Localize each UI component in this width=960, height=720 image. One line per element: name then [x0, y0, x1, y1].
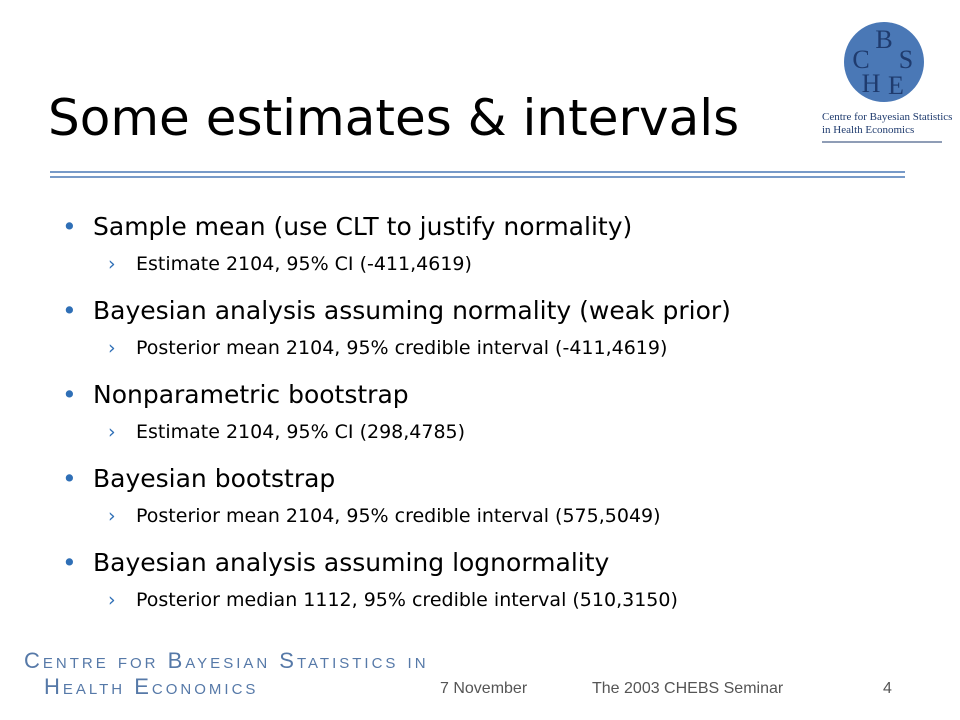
footer-logo: Centre for Bayesian Statistics in: [24, 648, 429, 673]
logo-letter: E: [888, 71, 904, 100]
page-number: 4: [883, 680, 892, 697]
logo-caption: in Health Economics: [822, 124, 915, 136]
bullet-marker: •: [62, 380, 77, 409]
bullet-marker: ›: [108, 337, 116, 359]
bullet-text: Nonparametric bootstrap: [93, 380, 409, 409]
bullet-text: Posterior mean 2104, 95% credible interv…: [136, 505, 661, 527]
logo-letter: C: [852, 45, 869, 74]
footer-logo: Health Economics: [44, 674, 259, 699]
bullet-text: Bayesian bootstrap: [93, 464, 336, 493]
bullet-marker: •: [62, 464, 77, 493]
logo-circle: [844, 22, 924, 102]
bullet-text: Posterior mean 2104, 95% credible interv…: [136, 337, 668, 359]
bullet-marker: ›: [108, 421, 116, 443]
bullet-text: Bayesian analysis assuming lognormality: [93, 548, 610, 577]
footer-event: The 2003 CHEBS Seminar: [592, 680, 784, 697]
bullet-marker: •: [62, 212, 77, 241]
bullet-marker: ›: [108, 589, 116, 611]
logo-letter: B: [875, 25, 892, 54]
slide-title: Some estimates & intervals: [48, 89, 740, 147]
logo-caption: Centre for Bayesian Statistics: [822, 111, 953, 123]
bullet-marker: ›: [108, 505, 116, 527]
bullet-text: Estimate 2104, 95% CI (-411,4619): [136, 253, 472, 275]
bullet-marker: ›: [108, 253, 116, 275]
footer-date: 7 November: [440, 680, 528, 697]
bullet-text: Sample mean (use CLT to justify normalit…: [93, 212, 633, 241]
logo-letter: S: [899, 45, 913, 74]
bullet-text: Posterior median 1112, 95% credible inte…: [136, 589, 678, 611]
bullet-text: Estimate 2104, 95% CI (298,4785): [136, 421, 466, 443]
bullet-marker: •: [62, 296, 77, 325]
bullet-text: Bayesian analysis assuming normality (we…: [93, 296, 731, 325]
logo-letter: H: [862, 69, 881, 98]
bullet-marker: •: [62, 548, 77, 577]
